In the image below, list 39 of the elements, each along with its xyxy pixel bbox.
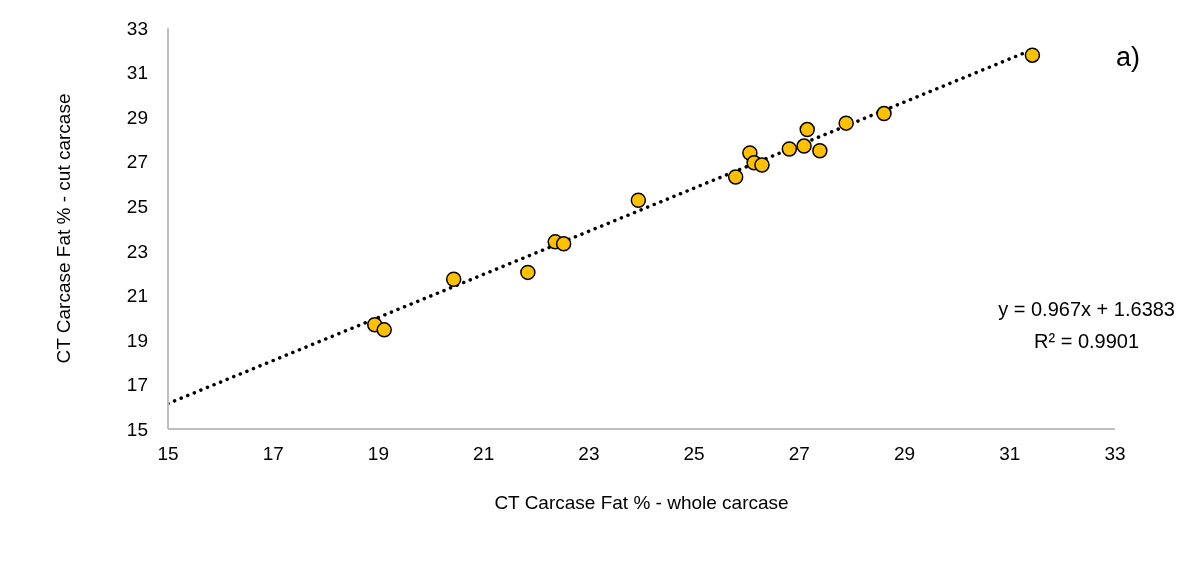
annotation: y = 0.967x + 1.6383	[998, 297, 1175, 322]
x-tick-label: 23	[578, 443, 600, 465]
y-tick-label: 33	[126, 17, 148, 39]
point	[799, 121, 815, 138]
x-tick-label: 15	[157, 443, 179, 465]
x-tick-label: 29	[893, 443, 916, 465]
y-axis-title: CT Carcase Fat % - cut carcase	[52, 93, 74, 364]
x-tick-label: 31	[999, 443, 1021, 465]
y-tick-label: 29	[126, 106, 148, 128]
point	[781, 141, 798, 157]
y-tick-label: 31	[126, 62, 148, 84]
x-axis-title: CT Carcase Fat % - whole carcase	[494, 492, 789, 513]
x-tick-label: 33	[1104, 443, 1126, 465]
point	[630, 192, 647, 208]
point	[445, 271, 462, 288]
y-tick-label: 15	[126, 418, 148, 440]
y-tick-label: 27	[126, 151, 148, 173]
x-tick-label: 27	[788, 443, 810, 465]
x-tick-label: 19	[367, 443, 390, 465]
point	[376, 322, 392, 338]
point	[520, 264, 536, 281]
point	[838, 115, 854, 131]
point	[876, 105, 892, 122]
point	[812, 143, 828, 159]
point	[754, 157, 770, 173]
x-tick-label: 21	[473, 443, 495, 465]
y-tick-label: 17	[126, 374, 148, 396]
x-tick-label: 17	[262, 443, 284, 465]
point	[727, 169, 744, 185]
point	[796, 138, 812, 154]
y-tick-label: 23	[126, 240, 148, 262]
y-tick-label: 21	[126, 285, 148, 307]
point	[555, 236, 572, 252]
y-tick-label: 25	[126, 195, 148, 217]
annotation: R² = 0.9901	[1033, 329, 1141, 354]
x-tick-label: 25	[683, 443, 705, 465]
text: a)	[1116, 42, 1141, 73]
y-tick-label: 19	[126, 329, 148, 351]
point	[1024, 47, 1041, 63]
